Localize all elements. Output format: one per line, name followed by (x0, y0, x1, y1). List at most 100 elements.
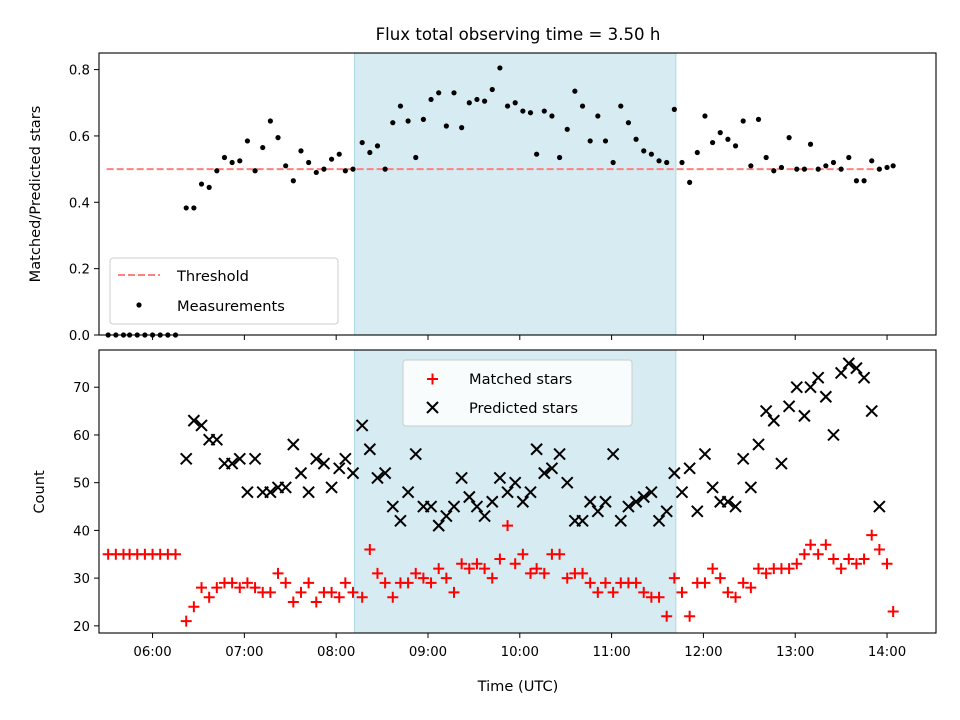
predicted-stars-point (736, 452, 750, 466)
predicted-stars-point (470, 500, 484, 513)
matched-legend-label: Matched stars (469, 371, 572, 388)
predicted-stars-point (790, 381, 803, 394)
predicted-stars-point (865, 404, 878, 418)
measurement-point (549, 113, 555, 119)
matched-stars-point (858, 553, 870, 565)
count-panel: 20 30 40 50 60 70 06:00 07:00 08:00 09:00 10:00 11… (31, 349, 937, 695)
x-tick-label: 14:00 (868, 645, 906, 660)
matched-stars-layer (102, 520, 899, 627)
matched-stars-point (517, 548, 529, 560)
matched-stars-point (226, 577, 238, 589)
measurement-point (397, 103, 404, 109)
matched-stars-point (638, 586, 650, 598)
matched-stars-point (295, 586, 307, 598)
measurement-point (740, 118, 746, 124)
matched-stars-point (364, 543, 376, 555)
matched-stars-point (554, 548, 566, 560)
x-tick-label: 12:00 (684, 645, 722, 660)
matched-stars-point (707, 563, 719, 575)
matched-stars-point (699, 577, 711, 589)
matched-stars-point (272, 567, 284, 579)
matched-stars-point (599, 577, 611, 589)
measurement-point (794, 166, 800, 172)
matched-stars-point (730, 591, 742, 603)
measurement-point (534, 151, 540, 157)
measurement-point (556, 154, 563, 161)
predicted-stars-point (279, 481, 292, 494)
predicted-stars-point (386, 500, 399, 513)
matched-legend-swatch (427, 373, 438, 385)
matched-stars-point (448, 586, 460, 598)
matched-stars-point (387, 591, 399, 603)
predicted-stars-point (363, 443, 377, 456)
measurement-point (328, 156, 335, 162)
matched-stars-point (356, 591, 368, 603)
matched-stars-point (538, 567, 550, 579)
measurement-point (527, 110, 534, 116)
measurement-point (221, 154, 228, 161)
y-tick-label: 70 (73, 381, 90, 396)
y-tick-label: 0.2 (69, 263, 90, 278)
predicted-stars-point (675, 486, 689, 499)
predicted-stars-point (767, 414, 781, 427)
predicted-stars-point (248, 452, 262, 466)
matched-stars-point (333, 591, 345, 603)
measurement-point (807, 141, 814, 147)
measurement-point (342, 168, 348, 174)
y-tick-label: 0.8 (69, 64, 90, 79)
ratio-plot-frame (98, 52, 937, 336)
predicted-stars-point (424, 500, 438, 513)
measurement-point (709, 139, 716, 146)
predicted-stars-point (264, 486, 277, 499)
predicted-stars-point (759, 404, 773, 418)
measurement-point (428, 96, 434, 103)
predicted-stars-point (233, 452, 246, 466)
measurement-point (755, 116, 762, 122)
predicted-stars-point (478, 509, 491, 523)
measurement-point (702, 113, 708, 119)
x-tick-label: 10:00 (501, 645, 539, 660)
measurement-point (244, 138, 251, 144)
measurement-point (717, 130, 723, 136)
matched-stars-point (180, 615, 192, 627)
measurement-point (656, 158, 662, 164)
x-tick-label: 11:00 (592, 645, 630, 660)
measurement-point (618, 103, 624, 109)
measurement-point (306, 159, 312, 166)
matched-stars-point (531, 563, 543, 575)
matched-stars-point (592, 586, 604, 598)
predicted-stars-point (744, 481, 758, 494)
matched-stars-point (402, 577, 414, 589)
matched-stars-point (463, 563, 475, 575)
measurements-layer (105, 65, 896, 338)
y-tick-label: 0.0 (69, 329, 90, 344)
measurement-point (390, 120, 396, 126)
matched-stars-point (783, 563, 795, 575)
predicted-stars-point (798, 409, 811, 423)
measurement-point (237, 158, 243, 164)
measurement-point (679, 159, 685, 166)
measurement-point (876, 166, 882, 172)
matched-stars-point (379, 577, 391, 589)
measurement-point (564, 126, 570, 132)
measurement-point (771, 168, 777, 174)
measurement-point (520, 108, 526, 114)
measurement-point (801, 166, 808, 172)
matched-stars-point (196, 582, 208, 594)
predicted-stars-point (339, 452, 352, 466)
observing-window-band (354, 52, 677, 336)
predicted-stars-point (440, 509, 453, 523)
matched-stars-point (310, 596, 322, 608)
measurement-point (890, 163, 896, 169)
matched-stars-point (234, 582, 246, 594)
figure-title: Flux total observing time = 3.50 h (376, 25, 661, 44)
matched-stars-point (843, 553, 855, 565)
measurement-point (541, 108, 547, 114)
measurement-point (504, 103, 511, 109)
observing-window-shade (354, 52, 677, 336)
matched-stars-point (561, 572, 573, 584)
predicted-stars-point (325, 481, 338, 494)
predicted-stars-point (804, 381, 817, 394)
predicted-stars-point (401, 486, 415, 499)
measurement-point (823, 163, 829, 169)
